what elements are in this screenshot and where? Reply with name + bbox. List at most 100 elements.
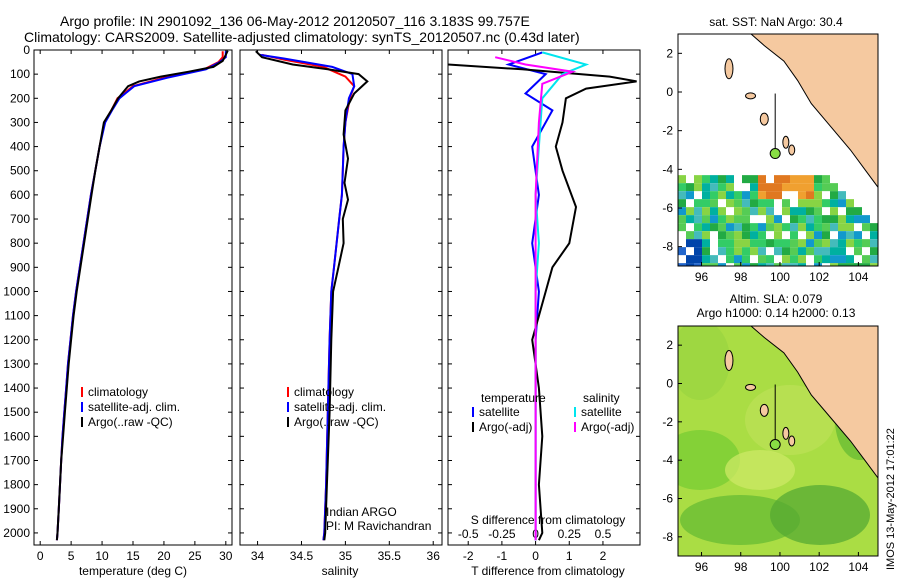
sst-cell — [726, 215, 734, 224]
sst-cell — [838, 263, 846, 266]
sst-map-island — [782, 135, 790, 149]
temperature-xtick-label: 15 — [126, 549, 140, 563]
sst-cell — [726, 183, 734, 192]
sst-cell — [782, 239, 790, 248]
sla-map-ytick-label: -6 — [662, 492, 673, 506]
sst-cell — [814, 199, 822, 208]
sst-cell — [726, 191, 734, 200]
sst-cell — [734, 263, 742, 266]
sst-cell — [694, 207, 702, 216]
sst-cell — [798, 191, 806, 200]
sst-map-argo-marker — [769, 148, 781, 160]
sst-cell — [678, 223, 686, 232]
sst-cell — [774, 239, 782, 248]
depth-tick-label: 1500 — [3, 405, 30, 419]
sla-map-ytick-label: -4 — [662, 453, 673, 467]
depth-tick-label: 1600 — [3, 429, 30, 443]
sst-cell — [702, 247, 710, 256]
salinity-annotation-line2: PI: M Ravichandran — [326, 519, 431, 533]
sst-cell — [734, 247, 742, 256]
depth-tick-label: 800 — [10, 236, 30, 250]
sst-cell — [710, 207, 718, 216]
depth-tick-label: 1700 — [3, 453, 30, 467]
sst-cell — [758, 255, 766, 264]
sst-cell — [758, 263, 766, 266]
sla-blob — [725, 450, 795, 490]
sst-cell — [750, 191, 758, 200]
sst-cell — [830, 199, 838, 208]
sst-map-panel: 96 98 100 102 104 2 0 -2 -4 -6 -8 — [662, 33, 879, 284]
temperature-series-argo — [55, 50, 229, 541]
sst-cell — [790, 263, 798, 266]
sst-cell — [806, 231, 814, 240]
sst-cell — [806, 215, 814, 224]
sla-blob — [678, 326, 730, 400]
sst-map-xtick-label: 98 — [734, 270, 748, 284]
sst-cell — [710, 175, 718, 184]
sla-map-island — [788, 435, 796, 447]
sst-cell — [694, 183, 702, 192]
sst-cell — [846, 215, 854, 224]
sst-cell — [814, 247, 822, 256]
sst-cell — [782, 175, 790, 184]
sst-cell — [694, 215, 702, 224]
sst-cell — [686, 183, 694, 192]
sst-cell — [782, 199, 790, 208]
sst-cell — [758, 223, 766, 232]
depth-tick-label: 1200 — [3, 333, 30, 347]
sst-cell — [838, 215, 846, 224]
sst-cell — [718, 239, 726, 248]
sst-cell — [686, 231, 694, 240]
sst-cell — [702, 263, 710, 266]
difference-x2tick-label: 0.25 — [558, 527, 582, 541]
sst-cell — [734, 215, 742, 224]
sst-cell — [726, 223, 734, 232]
sst-map-island — [759, 112, 769, 126]
sst-cell — [822, 199, 830, 208]
sst-cell — [710, 191, 718, 200]
sst-map-title: sat. SST: NaN Argo: 30.4 — [709, 15, 843, 29]
sst-cell — [838, 199, 846, 208]
sst-cell — [718, 263, 726, 266]
sla-map-argo-marker — [769, 439, 781, 451]
sst-cell — [742, 207, 750, 216]
sst-cell — [830, 191, 838, 200]
difference-x2tick-label: 0.5 — [595, 527, 612, 541]
sst-cell — [750, 231, 758, 240]
sst-map-xtick-label: 102 — [809, 270, 829, 284]
salinity-xtick-label: 35 — [339, 549, 353, 563]
sla-map-xtick-label: 102 — [809, 560, 829, 574]
difference-legend-salinity-title: salinity — [583, 391, 620, 405]
depth-tick-label: 300 — [10, 115, 30, 129]
difference-xlabel: T difference from climatology — [471, 564, 625, 578]
sst-cell — [750, 263, 758, 266]
sst-map-land — [750, 34, 878, 189]
sst-cell — [726, 175, 734, 184]
sst-map-ytick-label: -4 — [662, 162, 673, 176]
sst-cell — [854, 207, 862, 216]
sst-cell — [822, 175, 830, 184]
sst-cell — [798, 215, 806, 224]
sst-cell — [846, 263, 854, 266]
sst-cell — [782, 263, 790, 266]
difference-x2tick-label: -0.25 — [488, 527, 516, 541]
sst-cell — [686, 255, 694, 264]
sla-blob — [680, 495, 800, 545]
sst-cell — [718, 223, 726, 232]
sst-cell — [814, 255, 822, 264]
sst-cell — [694, 263, 702, 266]
sst-cell — [790, 223, 798, 232]
temperature-xtick-label: 5 — [68, 549, 75, 563]
sst-cell — [814, 191, 822, 200]
sst-cell — [702, 199, 710, 208]
sst-cell — [774, 231, 782, 240]
sst-cell — [678, 191, 686, 200]
difference-xtick-label: -1 — [497, 549, 508, 563]
sst-map-xtick-label: 96 — [695, 270, 709, 284]
sst-cell — [806, 199, 814, 208]
sst-cell — [702, 239, 710, 248]
depth-tick-label: 1300 — [3, 357, 30, 371]
sst-cell — [750, 247, 758, 256]
sst-map-ytick-label: 0 — [666, 85, 673, 99]
